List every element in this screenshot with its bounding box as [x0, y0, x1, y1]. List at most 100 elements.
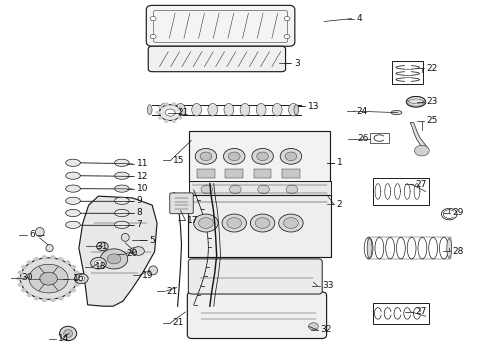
Polygon shape [410, 123, 428, 150]
Text: 9: 9 [137, 196, 142, 205]
Circle shape [229, 185, 241, 194]
Circle shape [150, 17, 156, 21]
Text: 10: 10 [137, 184, 148, 193]
Circle shape [159, 105, 181, 121]
Circle shape [156, 111, 160, 114]
Circle shape [252, 148, 273, 164]
Circle shape [97, 242, 108, 251]
Ellipse shape [66, 221, 80, 228]
Ellipse shape [64, 329, 73, 337]
Circle shape [280, 148, 302, 164]
Ellipse shape [208, 103, 218, 116]
Circle shape [95, 260, 102, 266]
Polygon shape [79, 196, 157, 306]
Text: 24: 24 [356, 107, 368, 116]
Circle shape [42, 298, 48, 302]
Circle shape [172, 102, 176, 106]
Circle shape [16, 276, 22, 281]
Ellipse shape [240, 103, 250, 116]
Circle shape [201, 185, 213, 194]
Text: 21: 21 [172, 318, 184, 327]
Ellipse shape [175, 103, 185, 116]
Circle shape [150, 35, 156, 39]
Text: 3: 3 [294, 59, 299, 68]
Circle shape [20, 258, 77, 300]
Text: 32: 32 [321, 325, 332, 334]
Text: 27: 27 [415, 307, 426, 316]
Circle shape [78, 276, 85, 281]
Ellipse shape [224, 103, 234, 116]
Ellipse shape [130, 248, 137, 254]
Circle shape [223, 148, 245, 164]
Circle shape [194, 214, 218, 232]
Bar [373, 178, 429, 205]
Circle shape [40, 272, 57, 285]
Ellipse shape [66, 172, 80, 179]
Text: 28: 28 [453, 247, 464, 256]
Bar [197, 169, 215, 178]
Text: 12: 12 [137, 172, 148, 181]
Circle shape [195, 148, 217, 164]
FancyBboxPatch shape [187, 292, 327, 338]
Circle shape [65, 293, 71, 297]
Text: 16: 16 [73, 274, 84, 283]
Circle shape [33, 257, 39, 261]
Text: 19: 19 [143, 270, 154, 279]
FancyBboxPatch shape [147, 5, 295, 46]
Circle shape [165, 109, 175, 116]
Circle shape [33, 296, 39, 300]
Ellipse shape [367, 238, 372, 258]
Circle shape [107, 254, 121, 264]
FancyBboxPatch shape [170, 193, 193, 214]
Ellipse shape [115, 221, 129, 228]
Ellipse shape [294, 105, 298, 115]
Bar [254, 169, 271, 178]
FancyBboxPatch shape [189, 131, 330, 182]
Ellipse shape [115, 172, 129, 179]
Text: 17: 17 [187, 216, 199, 225]
Circle shape [100, 249, 128, 269]
Circle shape [180, 111, 185, 114]
Ellipse shape [149, 266, 158, 275]
Ellipse shape [46, 244, 53, 252]
Circle shape [74, 283, 80, 287]
Circle shape [415, 145, 429, 156]
Ellipse shape [406, 96, 426, 107]
Text: 29: 29 [453, 208, 464, 217]
Text: 8: 8 [137, 208, 142, 217]
Circle shape [58, 257, 64, 261]
Circle shape [286, 185, 298, 194]
Ellipse shape [391, 111, 402, 115]
Text: 23: 23 [427, 97, 438, 106]
Ellipse shape [60, 326, 76, 341]
Circle shape [21, 265, 27, 269]
Ellipse shape [66, 210, 80, 217]
Text: 27: 27 [415, 180, 426, 189]
Ellipse shape [115, 159, 129, 166]
Text: 21: 21 [167, 287, 178, 296]
Circle shape [18, 270, 24, 275]
Ellipse shape [289, 103, 298, 116]
Ellipse shape [66, 197, 80, 204]
Text: 5: 5 [150, 236, 155, 245]
Circle shape [284, 17, 290, 21]
Circle shape [50, 298, 56, 302]
Text: 18: 18 [95, 262, 106, 271]
Circle shape [26, 293, 32, 297]
Circle shape [228, 152, 240, 161]
Circle shape [258, 185, 270, 194]
Circle shape [279, 214, 303, 232]
Circle shape [257, 152, 269, 161]
Ellipse shape [115, 185, 129, 192]
Text: 21: 21 [177, 108, 189, 117]
Text: 2: 2 [337, 200, 343, 209]
Circle shape [284, 218, 298, 228]
Text: 1: 1 [337, 158, 343, 167]
Circle shape [178, 105, 183, 109]
Circle shape [255, 218, 270, 228]
Circle shape [74, 274, 88, 284]
Circle shape [250, 214, 275, 232]
Circle shape [26, 260, 32, 265]
Ellipse shape [159, 103, 169, 116]
Ellipse shape [192, 103, 201, 116]
